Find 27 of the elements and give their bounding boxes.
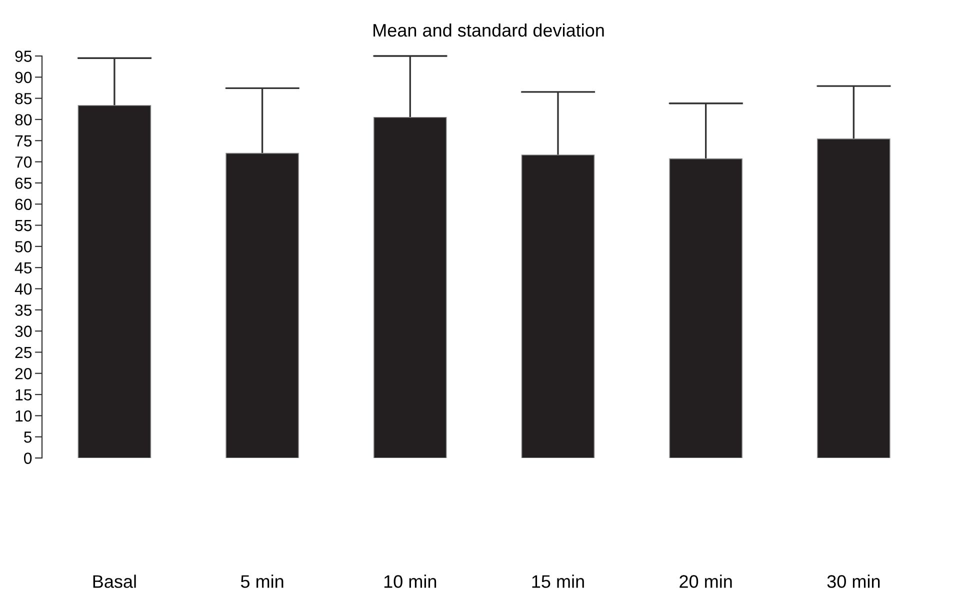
x-tick-label: 5 min	[240, 574, 284, 588]
y-tick-label: 15	[16, 389, 32, 400]
y-tick-label: 75	[15, 135, 32, 147]
y-tick-label: 0	[24, 452, 32, 464]
y-tick-label: 95	[15, 50, 32, 62]
x-tick-label: Basal	[93, 574, 136, 588]
x-tick-label: 20 min	[680, 574, 732, 588]
y-tick-label: 20	[15, 368, 32, 380]
y-tick-label: 50	[15, 241, 32, 252]
y-tick-label: 35	[15, 304, 32, 316]
y-tick-label: 90	[15, 72, 32, 84]
y-tick-label: 25	[15, 346, 32, 358]
y-tick-label: 45	[14, 262, 32, 274]
y-tick-label: 60	[15, 198, 32, 210]
y-tick-label: 30	[15, 326, 32, 337]
y-tick-label: 5	[24, 432, 32, 443]
y-tick-label: 80	[15, 114, 32, 126]
y-tick-label: 65	[15, 178, 32, 189]
x-tick-label: 10 min	[384, 574, 436, 588]
y-tick-label: 10	[16, 410, 32, 422]
x-tick-label: 30 min	[827, 574, 880, 588]
y-tick-label: 40	[14, 283, 32, 295]
x-tick-label: 15 min	[532, 574, 584, 588]
y-tick-label: 70	[15, 156, 32, 168]
chart-title: Mean and standard deviation	[374, 23, 604, 37]
y-tick-label: 55	[15, 220, 32, 232]
y-tick-label: 85	[15, 92, 32, 104]
